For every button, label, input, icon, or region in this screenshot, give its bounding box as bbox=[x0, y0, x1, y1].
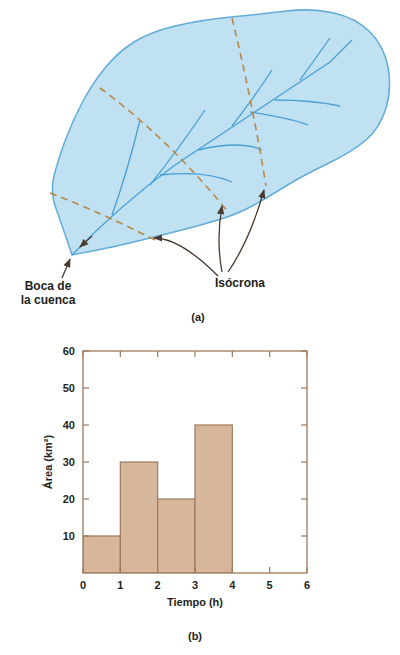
label-arrow bbox=[219, 206, 222, 272]
plot-frame bbox=[83, 351, 307, 573]
stream bbox=[250, 112, 308, 125]
x-tick-label: 5 bbox=[267, 579, 273, 591]
y-tick bbox=[83, 461, 89, 462]
bar bbox=[195, 425, 232, 573]
stream bbox=[300, 38, 330, 80]
y-tick bbox=[83, 424, 89, 425]
x-tick bbox=[269, 567, 270, 573]
x-tick-label: 4 bbox=[229, 579, 236, 591]
mouth-label: Boca de bbox=[25, 279, 72, 293]
stream bbox=[232, 70, 272, 126]
x-tick bbox=[120, 351, 121, 357]
y-tick bbox=[83, 350, 89, 351]
x-tick bbox=[157, 351, 158, 357]
y-tick-label: 10 bbox=[63, 530, 75, 542]
y-tick bbox=[301, 424, 307, 425]
plot-background bbox=[83, 351, 307, 573]
y-tick-label: 30 bbox=[63, 456, 75, 468]
label-arrow bbox=[62, 259, 70, 278]
stream bbox=[112, 120, 140, 215]
x-tick-label: 0 bbox=[80, 579, 86, 591]
mouth-label: la cuenca bbox=[21, 293, 76, 307]
y-tick bbox=[301, 387, 307, 388]
y-tick bbox=[83, 498, 89, 499]
x-tick bbox=[82, 567, 83, 573]
x-tick-label: 6 bbox=[304, 579, 310, 591]
basin-diagram: Boca dela cuenca Isócrona (a) bbox=[21, 10, 390, 323]
caption: (b) bbox=[188, 630, 202, 642]
x-tick-label: 2 bbox=[155, 579, 161, 591]
x-tick-label: 3 bbox=[192, 579, 198, 591]
x-tick bbox=[306, 351, 307, 357]
label-arrow bbox=[228, 190, 264, 272]
x-tick bbox=[306, 567, 307, 573]
stream bbox=[275, 100, 340, 106]
x-tick bbox=[232, 567, 233, 573]
basin bbox=[52, 10, 389, 255]
y-tick-label: 20 bbox=[63, 493, 75, 505]
label-arrow bbox=[154, 238, 218, 276]
y-tick bbox=[301, 350, 307, 351]
y-tick bbox=[83, 535, 89, 536]
bar bbox=[83, 536, 120, 573]
isochrone-label: Isócrona bbox=[215, 276, 265, 290]
x-axis-label: Tiempo (h) bbox=[167, 596, 223, 608]
stream bbox=[160, 174, 232, 182]
bar bbox=[120, 462, 157, 573]
y-tick bbox=[301, 535, 307, 536]
x-tick bbox=[157, 567, 158, 573]
stream bbox=[72, 40, 352, 255]
flow-arrow bbox=[80, 236, 92, 247]
x-tick bbox=[194, 567, 195, 573]
y-tick-label: 60 bbox=[63, 345, 75, 357]
bar bbox=[158, 499, 195, 573]
x-tick bbox=[269, 351, 270, 357]
figure: Boca dela cuenca Isócrona (a) 0 1 2 3 4 5 6 10 20 30… bbox=[0, 0, 400, 655]
x-tick bbox=[194, 351, 195, 357]
bars bbox=[83, 425, 232, 573]
x-tick-label: 1 bbox=[117, 579, 123, 591]
isochrone bbox=[50, 193, 155, 240]
isochrone bbox=[232, 18, 266, 186]
y-tick bbox=[301, 498, 307, 499]
y-tick-label: 40 bbox=[63, 419, 75, 431]
caption: (a) bbox=[191, 311, 205, 323]
isochrone bbox=[100, 88, 228, 212]
y-tick-label: 50 bbox=[63, 382, 75, 394]
stream bbox=[198, 145, 262, 150]
x-tick bbox=[82, 351, 83, 357]
chart: 0 1 2 3 4 5 6 10 20 30 40 50 60 Tiempo (h) Área (km²) (… bbox=[42, 345, 310, 642]
x-tick bbox=[120, 567, 121, 573]
x-tick bbox=[232, 351, 233, 357]
y-tick bbox=[83, 387, 89, 388]
y-tick bbox=[301, 461, 307, 462]
y-axis-label: Área (km²) bbox=[42, 434, 54, 489]
